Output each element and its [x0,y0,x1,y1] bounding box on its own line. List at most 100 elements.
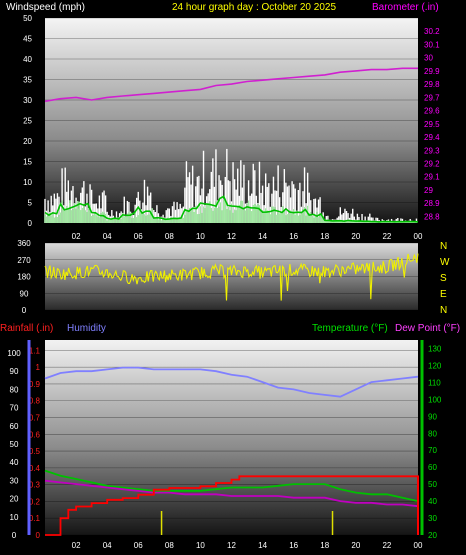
x-tick-label-top: 18 [320,232,329,241]
x-tick-label-top: 10 [196,232,205,241]
rain-y-tick-label: 0.2 [29,497,41,506]
x-tick-label-bottom: 00 [414,541,423,550]
temp-y-tick-label: 40 [428,497,437,506]
dewpoint-label: Dew Point (°F) [395,323,460,334]
temp-y-tick-label: 60 [428,463,437,472]
x-tick-label-top: 06 [134,232,143,241]
rain-y-tick-label: 0.6 [29,430,41,439]
dir-letter-s: S [440,273,447,284]
x-tick-label-bottom: 06 [134,541,143,550]
dir-letter-n-top: N [440,241,447,252]
x-tick-label-top: 16 [289,232,298,241]
barometer-label: Barometer (.in) [372,2,439,13]
rain-y-tick-label: 0 [36,531,41,540]
temp-y-tick-label: 130 [428,344,442,353]
humidity-y-tick-label: 60 [10,422,19,431]
rain-y-tick-label: 0.9 [29,380,41,389]
chart-title: 24 hour graph day : October 20 2025 [172,2,336,13]
x-tick-label-top: 22 [382,232,391,241]
humidity-y-tick-label: 90 [10,367,19,376]
wind-y-tick-label: 35 [23,76,32,85]
temp-y-tick-label: 50 [428,480,437,489]
x-tick-label-bottom: 16 [289,541,298,550]
x-tick-label-top: 14 [258,232,267,241]
direction-y-tick-label: 360 [17,239,31,248]
rainfall-line [45,475,419,536]
barometer-y-tick-label: 29.6 [424,107,440,116]
rain-y-tick-label: 0.4 [29,464,41,473]
x-tick-label-top: 02 [72,232,81,241]
wind-y-tick-label: 10 [23,178,32,187]
barometer-y-tick-label: 29.9 [424,67,440,76]
humidity-y-tick-label: 50 [10,440,19,449]
dir-letter-w: W [440,257,450,268]
x-tick-label-bottom: 08 [165,541,174,550]
x-tick-label-top: 00 [414,232,423,241]
x-tick-label-bottom: 14 [258,541,267,550]
temp-y-tick-label: 30 [428,514,437,523]
rain-y-tick-label: 0.7 [29,414,41,423]
x-tick-label-bottom: 20 [351,541,360,550]
humidity-y-tick-label: 10 [10,513,19,522]
barometer-y-tick-label: 29.7 [424,93,440,102]
temp-y-tick-label: 90 [428,412,437,421]
barometer-y-tick-label: 29.5 [424,120,440,129]
temperature-label: Temperature (°F) [312,323,388,334]
x-tick-label-bottom: 02 [72,541,81,550]
humidity-y-tick-label: 80 [10,385,19,394]
wind-y-tick-label: 20 [23,137,32,146]
x-tick-label-bottom: 10 [196,541,205,550]
barometer-y-tick-label: 29 [424,186,433,195]
rain-y-tick-label: 0.8 [29,397,41,406]
direction-y-tick-label: 0 [22,306,27,315]
temperature-line [44,469,419,502]
temp-y-tick-label: 80 [428,429,437,438]
barometer-y-tick-label: 30.1 [424,40,440,49]
rain-y-tick-label: 1.1 [29,346,41,355]
humidity-y-tick-label: 20 [10,495,19,504]
wind-y-tick-label: 15 [23,158,32,167]
x-tick-label-top: 04 [103,232,112,241]
humidity-y-tick-label: 30 [10,476,19,485]
wind-y-tick-label: 40 [23,55,32,64]
dir-letter-n-bottom: N [440,305,447,316]
wind-y-tick-label: 45 [23,35,32,44]
barometer-y-tick-label: 28.8 [424,212,440,221]
x-tick-label-top: 12 [227,232,236,241]
wind-avg-line [44,195,419,223]
rainfall-label: Rainfall (.in) [0,323,53,334]
humidity-y-tick-label: 0 [12,531,17,540]
humidity-y-tick-label: 70 [10,404,19,413]
x-tick-label-bottom: 18 [320,541,329,550]
barometer-y-tick-label: 29.3 [424,146,440,155]
barometer-y-tick-label: 29.4 [424,133,440,142]
rain-y-tick-label: 1 [36,363,41,372]
wind-y-tick-label: 50 [23,14,32,23]
barometer-y-tick-label: 29.1 [424,173,440,182]
humidity-y-tick-label: 40 [10,458,19,467]
wind-direction-line [44,253,419,301]
wind-y-tick-label: 30 [23,96,32,105]
dir-letter-e: E [440,289,447,300]
dew-point-line [44,479,419,508]
humidity-label: Humidity [67,323,106,334]
rain-y-tick-label: 0.5 [29,447,41,456]
rain-y-tick-label: 0.3 [29,481,41,490]
direction-y-tick-label: 90 [20,289,29,298]
barometer-y-tick-label: 30 [424,54,433,63]
x-tick-label-bottom: 04 [103,541,112,550]
humidity-line [44,366,419,398]
barometer-y-tick-label: 30.2 [424,27,440,36]
barometer-y-tick-label: 29.8 [424,80,440,89]
wind-y-tick-label: 25 [23,117,32,126]
humidity-y-tick-label: 100 [7,349,21,358]
rain-y-tick-label: 0.1 [29,514,41,523]
temp-y-tick-label: 70 [428,446,437,455]
temp-y-tick-label: 120 [428,361,442,370]
barometer-y-tick-label: 28.9 [424,199,440,208]
barometer-line [44,67,418,103]
direction-y-tick-label: 180 [17,273,31,282]
wind-y-tick-label: 0 [28,219,33,228]
